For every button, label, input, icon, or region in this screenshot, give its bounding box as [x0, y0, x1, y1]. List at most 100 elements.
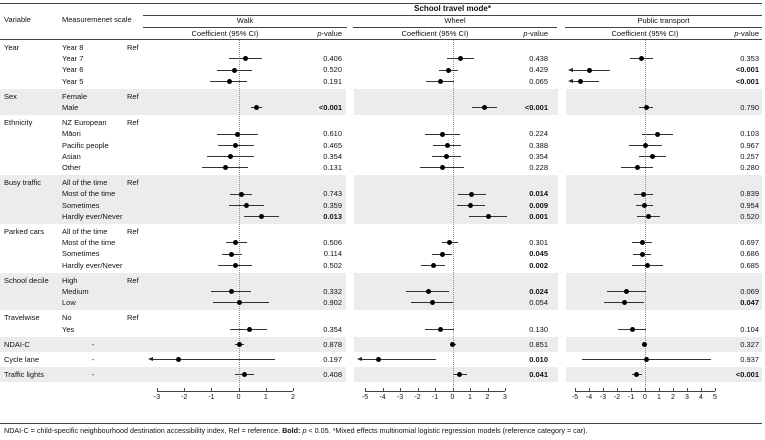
scale-label: Medium	[62, 287, 89, 296]
coef-dot	[229, 289, 235, 295]
variable-label: Cycle lane	[4, 355, 40, 364]
axis-tick	[382, 388, 384, 391]
variable-label: Ethnicity	[4, 118, 33, 128]
scale-label: Year 7	[62, 54, 84, 64]
panel-gap-strip	[558, 40, 566, 383]
coef-dot	[450, 341, 456, 347]
ci-arrow-left-icon	[147, 357, 153, 362]
footnote-part: NDAI-C = child-specific neighbourhood de…	[4, 426, 283, 435]
p-value: 0.408	[323, 370, 342, 380]
axis-tick	[701, 388, 702, 391]
top-rule	[0, 3, 762, 4]
p-value: 0.009	[529, 200, 548, 210]
coef-dot	[233, 142, 239, 148]
p-value: 0.041	[529, 370, 548, 380]
ci-arrow-left-icon	[567, 67, 573, 72]
axis-tick	[631, 388, 632, 391]
coef-dot	[226, 78, 232, 84]
zero-line-wheel	[452, 40, 454, 389]
axis-tick	[487, 388, 489, 391]
p-value: 0.013	[323, 211, 342, 221]
p-value: 0.045	[529, 249, 548, 259]
axis-tick-label: 2	[485, 394, 490, 401]
coef-dot	[445, 67, 451, 73]
scale-label: Male	[62, 103, 79, 112]
axis-tick	[211, 388, 213, 391]
p-value: 0.839	[740, 189, 759, 199]
axis-tick	[452, 388, 454, 391]
p-value: 0.697	[740, 238, 759, 248]
shaded-band-school-decile	[0, 272, 762, 311]
scale-label: Pacific people	[62, 140, 109, 150]
variable-label: School decile	[4, 275, 49, 285]
coef-dot	[242, 56, 248, 62]
axis-tick-label: -1	[431, 394, 439, 401]
axis-tick-label: 5	[713, 394, 717, 401]
axis-tick	[435, 388, 436, 391]
panel-title-rule	[143, 26, 347, 28]
p-value: 0.406	[323, 54, 342, 64]
axis-tick	[659, 388, 660, 391]
scale-label: Hardly ever/Never	[62, 260, 123, 270]
panel-title-rule	[353, 26, 557, 28]
axis-tick	[673, 388, 674, 391]
p-value: 0.954	[740, 200, 759, 210]
p-value: 0.506	[323, 238, 342, 248]
axis-tick-label: 1	[468, 394, 472, 401]
p-italic: p	[317, 29, 322, 38]
p-value: 0.131	[323, 163, 342, 172]
coef-dot	[641, 191, 647, 197]
axis-tick-label: 1	[263, 394, 268, 401]
axis-tick-label: -3	[396, 394, 404, 401]
coef-dot	[375, 357, 381, 363]
scale-label: Sometimes	[62, 249, 100, 259]
axis-tick-label: 3	[685, 394, 689, 401]
scale-label: High	[62, 275, 78, 285]
p-value: 0.685	[740, 260, 759, 270]
coef-dot	[639, 251, 645, 257]
scale-label: -	[91, 339, 95, 349]
axis-tick-label: 2	[671, 394, 675, 401]
axis-tick-label: -2	[181, 394, 188, 401]
coef-dot	[586, 67, 592, 73]
p-value: <0.001	[524, 103, 548, 112]
axis-tick-label: 0	[643, 394, 647, 401]
p-value: 0.354	[529, 151, 548, 161]
header-rule	[0, 38, 762, 40]
scale-label: Most of the time	[62, 238, 116, 248]
footnote-part: Bold:	[282, 426, 301, 435]
ci-line	[362, 359, 436, 361]
coef-dot	[469, 191, 475, 197]
p-value: 0.047	[740, 298, 759, 308]
scale-column-header: Measuremenet scale	[62, 15, 132, 24]
axis-tick	[575, 388, 576, 391]
p-value-header-walk: p-value	[317, 29, 342, 38]
figure-title: School travel mode*	[414, 4, 491, 13]
p-value: 0.228	[529, 163, 548, 172]
coef-dot	[430, 262, 436, 268]
scale-label: Year 5	[62, 76, 84, 86]
coef-dot	[439, 251, 445, 257]
coef-dot	[238, 191, 244, 197]
shaded-band-sex	[0, 88, 762, 116]
axis-tick	[617, 388, 618, 391]
p-value: 0.054	[529, 298, 548, 308]
p-italic: p	[734, 29, 739, 38]
footnote-part: p	[302, 426, 307, 435]
coef-dot	[644, 262, 650, 268]
axis-tick	[505, 388, 506, 391]
panel-title-wheel: Wheel	[444, 16, 466, 25]
p-value: 0.002	[529, 260, 548, 270]
p-value-header-pt: p-value	[734, 29, 759, 38]
variable-label: Travelwise	[4, 313, 40, 323]
axis-tick	[365, 388, 366, 391]
p-value: 0.438	[529, 54, 548, 64]
p-value: 0.465	[323, 140, 342, 150]
axis-tick-label: -1	[627, 394, 635, 401]
p-value: 0.197	[323, 355, 342, 364]
variable-label: Parked cars	[4, 227, 45, 236]
p-value: 0.065	[529, 76, 548, 86]
axis-tick	[589, 388, 590, 391]
p-value: <0.001	[735, 76, 759, 86]
coef-dot	[444, 142, 450, 148]
